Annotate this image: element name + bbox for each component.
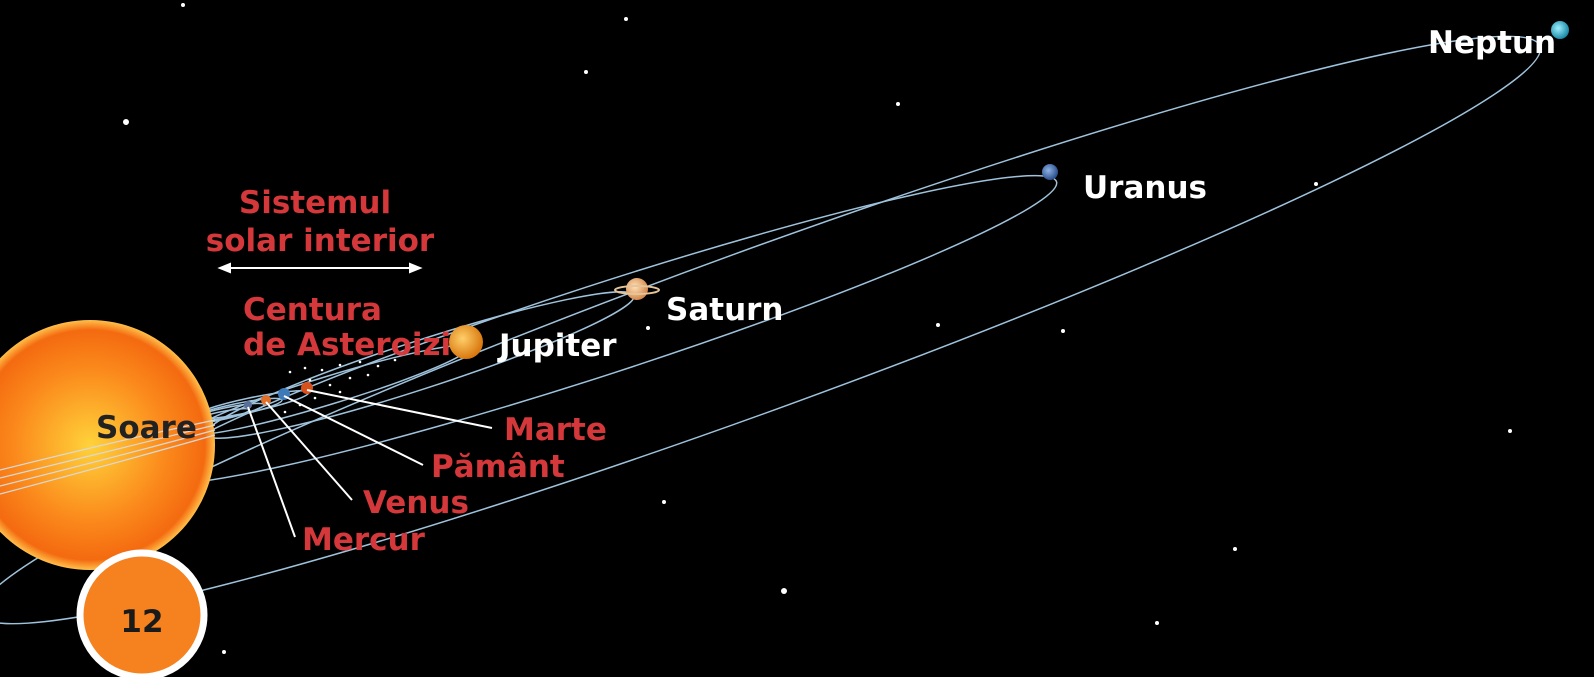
sun-label: Soare [96, 410, 197, 446]
mars [301, 382, 313, 394]
planet-label: Uranus [1083, 170, 1207, 206]
saturn [626, 278, 648, 300]
jupiter [449, 325, 483, 359]
asteroid-belt-label: de Asteroizi [243, 327, 451, 363]
stars [123, 3, 1512, 654]
asteroid-belt-label: Centura [243, 292, 382, 328]
inner-system-label: solar interior [206, 223, 435, 259]
venus [261, 395, 271, 405]
planet-label: Jupiter [497, 328, 617, 364]
planet-label: Venus [363, 485, 469, 521]
planet-label: Pământ [431, 449, 565, 485]
mercury [244, 401, 252, 409]
leader-lines [247, 389, 493, 538]
saturn-ring [614, 285, 660, 295]
sun [0, 320, 215, 570]
asteroids [283, 358, 397, 414]
sun-rings [0, 419, 216, 495]
uranus [1042, 164, 1058, 180]
planet-label: Saturn [666, 292, 784, 328]
planet-label: Mercur [302, 522, 426, 558]
page-number: 12 [120, 604, 163, 640]
neptune [1551, 21, 1569, 39]
page-number-badge [76, 549, 208, 677]
inner-system-label: Sistemul [239, 185, 391, 221]
inner-system-arrow [217, 262, 423, 274]
planet-label: Neptun [1428, 25, 1556, 61]
planet-label: Marte [504, 412, 607, 448]
